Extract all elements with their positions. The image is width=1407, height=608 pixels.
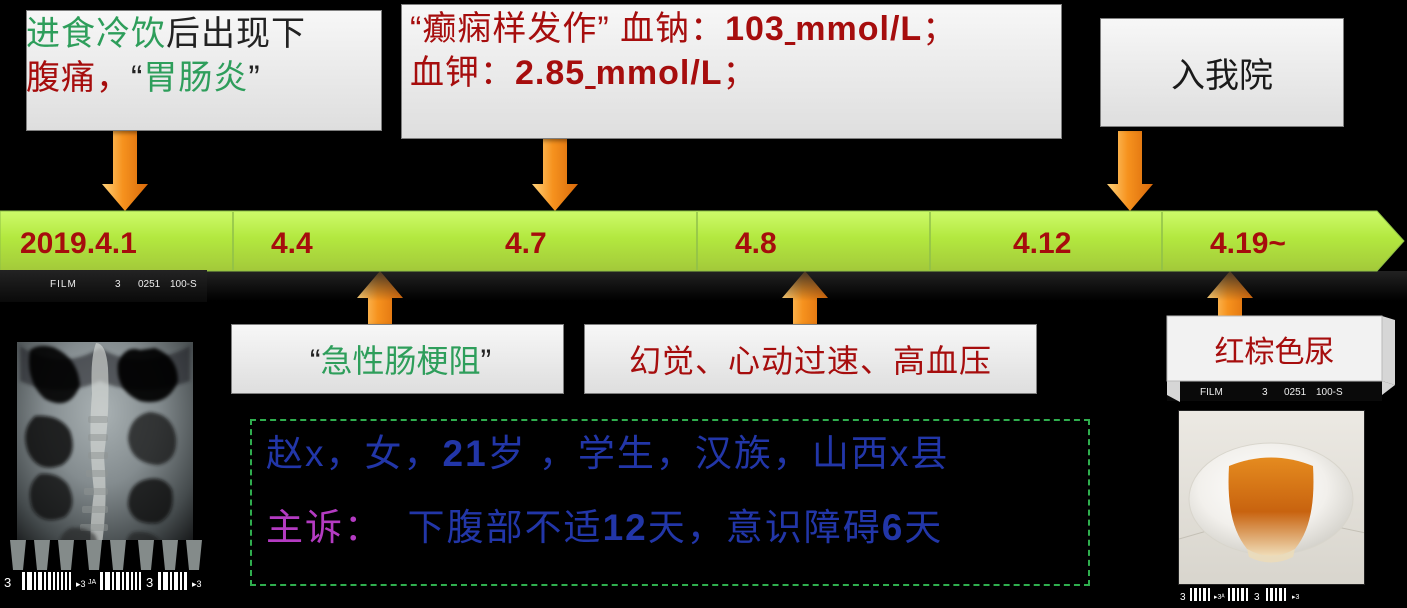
svg-text:FILM: FILM (1200, 387, 1223, 398)
svg-text:3: 3 (1262, 387, 1268, 398)
svg-text:0251: 0251 (1284, 387, 1307, 398)
svg-text:100-S: 100-S (1316, 387, 1343, 398)
